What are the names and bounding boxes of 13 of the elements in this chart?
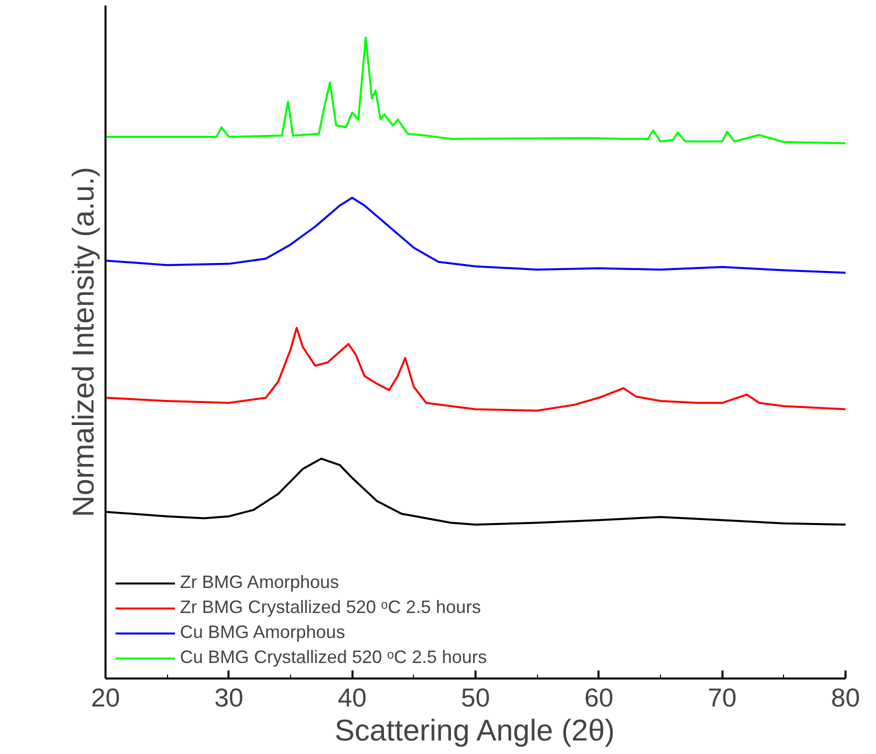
x-tick-label: 70	[708, 682, 737, 712]
legend-label: Zr BMG Crystallized 520 ᵒC 2.5 hours	[180, 597, 481, 618]
x-tick-label: 60	[584, 682, 614, 712]
legend-label: Cu BMG Amorphous	[180, 622, 346, 643]
y-axis-title: Normalized Intensity (a.u.)	[68, 166, 100, 518]
legend-label: Zr BMG Amorphous	[180, 572, 340, 593]
x-tick-label: 20	[91, 682, 120, 712]
x-axis-title: Scattering Angle (2θ)	[334, 714, 615, 748]
x-tick-label: 30	[214, 682, 244, 712]
x-tick-label: 80	[831, 682, 860, 712]
legend-label: Cu BMG Crystallized 520 ᵒC 2.5 hours	[180, 647, 487, 668]
x-tick-label: 50	[461, 682, 490, 712]
x-tick-label: 40	[338, 682, 367, 712]
